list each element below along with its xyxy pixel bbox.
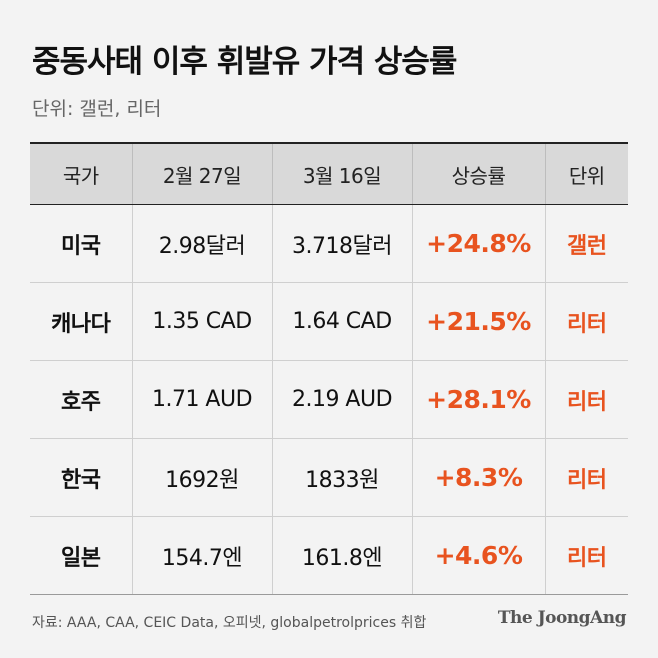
table-row: 캐나다 1.35 CAD 1.64 CAD +21.5% 리터 [30,282,628,361]
rate-cell: +8.3% [411,438,545,517]
price-mar16-cell: 2.19 AUD [271,360,412,439]
table-row: 호주 1.71 AUD 2.19 AUD +28.1% 리터 [30,360,628,439]
price-feb27-cell: 154.7엔 [131,516,272,595]
price-feb27-cell: 1.71 AUD [131,360,272,439]
unit-subtitle: 단위: 갤런, 리터 [32,98,162,120]
price-mar16-cell: 3.718달러 [271,204,412,283]
page-title: 중동사태 이후 휘발유 가격 상승률 [32,44,457,80]
rate-cell: +24.8% [411,204,545,283]
country-cell: 캐나다 [30,282,132,361]
header-feb27: 2월 27일 [131,142,272,205]
publisher-logo: The JoongAng [497,608,627,628]
unit-cell: 리터 [544,516,628,595]
country-cell: 호주 [30,360,132,439]
table-row: 한국 1692원 1833원 +8.3% 리터 [30,438,628,517]
price-feb27-cell: 1.35 CAD [131,282,272,361]
unit-cell: 갤런 [544,204,628,283]
rate-cell: +4.6% [411,516,545,595]
unit-cell: 리터 [544,282,628,361]
source-note: 자료: AAA, CAA, CEIC Data, 오피넷, globalpetr… [32,615,427,631]
price-feb27-cell: 1692원 [131,438,272,517]
table-row: 일본 154.7엔 161.8엔 +4.6% 리터 [30,516,628,595]
unit-cell: 리터 [544,360,628,439]
header-rate: 상승률 [411,142,545,205]
price-mar16-cell: 1.64 CAD [271,282,412,361]
header-unit: 단위 [544,142,628,205]
table-header-row: 국가 2월 27일 3월 16일 상승률 단위 [30,142,628,205]
price-mar16-cell: 1833원 [271,438,412,517]
header-mar16: 3월 16일 [271,142,412,205]
table-row: 미국 2.98달러 3.718달러 +24.8% 갤런 [30,204,628,283]
gas-price-table: 국가 2월 27일 3월 16일 상승률 단위 미국 2.98달러 3.718달… [30,142,628,595]
rate-cell: +28.1% [411,360,545,439]
price-feb27-cell: 2.98달러 [131,204,272,283]
rate-cell: +21.5% [411,282,545,361]
country-cell: 일본 [30,516,132,595]
country-cell: 미국 [30,204,132,283]
price-mar16-cell: 161.8엔 [271,516,412,595]
unit-cell: 리터 [544,438,628,517]
country-cell: 한국 [30,438,132,517]
header-country: 국가 [30,142,132,205]
